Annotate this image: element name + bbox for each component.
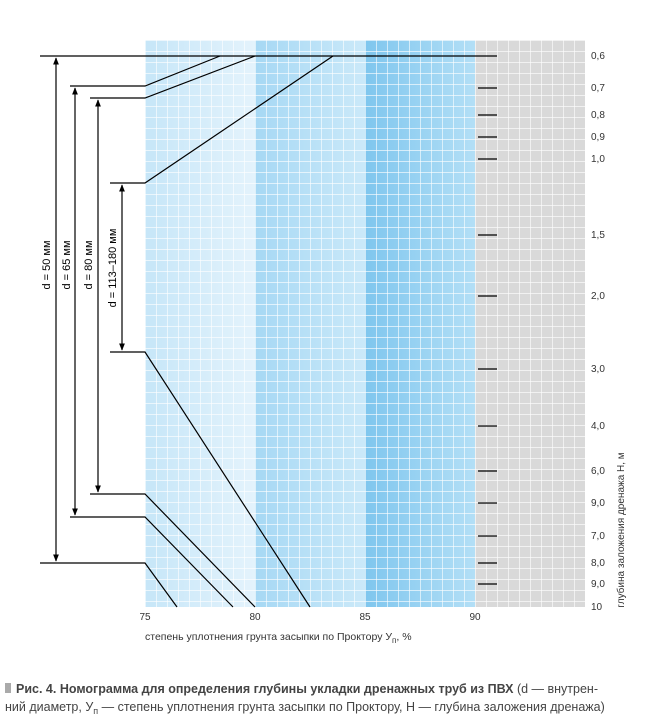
caption-text: — степень уплотнения грунта засыпки по П… [98, 700, 605, 714]
caption-bullet [5, 683, 11, 693]
y-tick-label: 3,0 [591, 364, 605, 375]
x-title-part: , % [396, 631, 411, 643]
x-title-sub: п [392, 636, 396, 645]
y-tick-label: 8,0 [591, 558, 605, 569]
caption-text: ний диаметр, У [5, 700, 93, 714]
y-tick-label: 0,9 [591, 132, 605, 143]
y-tick-label: 9,0 [591, 498, 605, 509]
x-tick-label: 80 [249, 612, 261, 623]
y-tick-label: 7,0 [591, 531, 605, 542]
caption-text: (d — внутрен- [513, 682, 598, 696]
y-tick-label: 2,0 [591, 291, 605, 302]
y-tick-label: 10 [591, 602, 603, 613]
y-tick-label: 0,8 [591, 110, 605, 121]
y-tick-label: 0,7 [591, 83, 605, 94]
y-tick-label: 4,0 [591, 421, 605, 432]
x-tick-label: 75 [139, 612, 151, 623]
x-tick-label: 85 [359, 612, 371, 623]
caption-sub: п [93, 706, 98, 716]
grid-area [145, 40, 585, 607]
x-tick-label: 90 [469, 612, 481, 623]
caption-bold: Рис. 4. Номограмма для определения глуби… [16, 682, 514, 696]
y-tick-label: 1,0 [591, 154, 605, 165]
y-tick-label: 9,0 [591, 579, 605, 590]
x-axis-title: степень уплотнения грунта засыпки по Про… [145, 631, 412, 645]
x-title-part: степень уплотнения грунта засыпки по Про… [145, 631, 392, 643]
caption-line: ний диаметр, Уп — степень уплотнения гру… [5, 700, 605, 716]
y-tick-label: 1,5 [591, 230, 605, 241]
d-label: d = 80 мм [83, 240, 95, 289]
y-tick-label: 0,6 [591, 51, 605, 62]
y-tick-label: 6,0 [591, 466, 605, 477]
caption-line: Рис. 4. Номограмма для определения глуби… [16, 682, 598, 696]
d-label: d = 50 мм [41, 240, 53, 289]
y-axis-title: глубина заложения дренажа Н, м [615, 452, 627, 607]
d-label: d = 65 мм [61, 240, 73, 289]
nomogram-lines [40, 55, 497, 608]
d-label: d = 113–180 мм [107, 229, 119, 308]
